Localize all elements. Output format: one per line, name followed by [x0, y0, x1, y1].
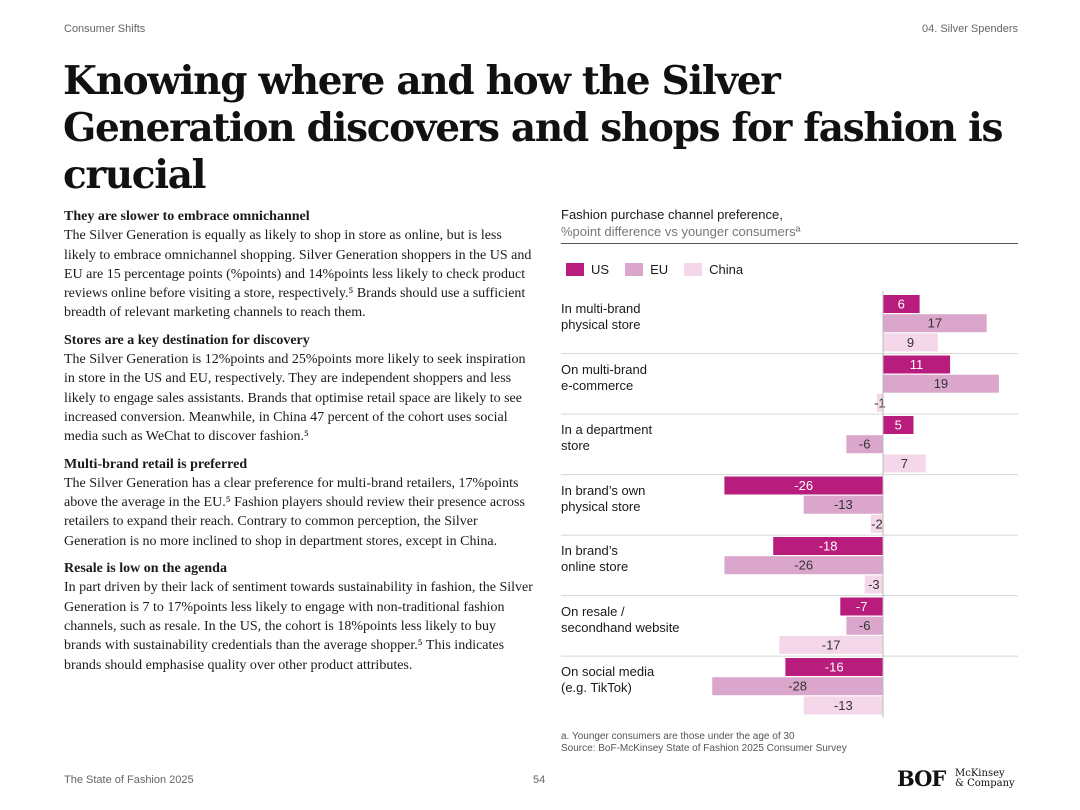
bar-china: [870, 514, 883, 533]
data-label-eu: -13: [834, 497, 853, 512]
data-label-china: -2: [871, 516, 883, 531]
data-label-us: 5: [895, 418, 902, 433]
legend-item-us: US: [566, 262, 609, 277]
data-label-us: -18: [819, 539, 838, 554]
legend-swatch-eu: [625, 263, 644, 276]
data-label-eu: -6: [859, 437, 871, 452]
data-label-china: -1: [874, 395, 886, 410]
bar-eu: [712, 677, 883, 696]
section-multibrand: Multi-brand retail is preferred The Silv…: [64, 455, 534, 551]
category-label: In brand’s online store: [561, 543, 629, 574]
bar-us: [883, 355, 951, 374]
bar-us: [724, 476, 883, 495]
bar-us: [883, 295, 920, 313]
chart-title-block: Fashion purchase channel preference, %po…: [561, 206, 800, 240]
bar-eu: [803, 495, 883, 514]
data-label-us: 11: [910, 357, 924, 372]
bar-eu: [846, 435, 883, 454]
section-heading: They are slower to embrace omnichannel: [64, 209, 310, 224]
section-heading: Multi-brand retail is preferred: [64, 456, 248, 472]
data-label-us: -7: [856, 599, 868, 614]
data-label-us: -16: [825, 660, 844, 675]
bar-eu: [846, 616, 883, 635]
category-label: In brand’s own physical store: [561, 482, 646, 514]
page-title: Knowing where and how the Silver Generat…: [63, 58, 1003, 198]
bar-china: [876, 393, 883, 412]
bar-us: [840, 597, 883, 616]
section-omnichannel: They are slower to embrace omnichannel T…: [64, 207, 534, 323]
footnote-note: a. Younger consumers are those under the…: [561, 731, 795, 742]
section-heading: Stores are a key destination for discove…: [64, 332, 310, 348]
legend-label-china: China: [709, 262, 744, 277]
data-label-china: -13: [834, 698, 853, 713]
section-body: The Silver Generation has a clear prefer…: [64, 475, 525, 549]
bar-china: [779, 635, 883, 654]
data-label-eu: 19: [934, 376, 948, 391]
data-label-eu: -26: [794, 558, 813, 573]
chart-title: Fashion purchase channel preference,: [561, 207, 783, 222]
data-label-eu: -6: [859, 618, 871, 633]
data-label-us: -26: [794, 478, 813, 493]
data-label-us: 6: [898, 297, 905, 312]
chart-divider: [561, 243, 1018, 244]
data-label-china: 7: [901, 456, 908, 471]
bar-eu: [883, 314, 987, 333]
page-number: 54: [533, 774, 546, 786]
legend-item-eu: EU: [625, 262, 668, 277]
data-label-china: -3: [868, 577, 880, 592]
legend-swatch-us: [566, 263, 584, 276]
bar-us: [785, 658, 883, 676]
bar-us: [883, 416, 914, 434]
data-label-eu: 17: [928, 316, 942, 331]
bar-china: [883, 454, 926, 473]
chart-footnote: a. Younger consumers are those under the…: [561, 731, 847, 755]
legend-item-china: China: [684, 262, 743, 277]
category-label: On multi-brand e-commerce: [561, 361, 647, 393]
legend-label-eu: EU: [650, 262, 669, 277]
section-body: The Silver Generation is equally as like…: [64, 228, 532, 321]
bar-us: [773, 537, 883, 555]
bar-china: [803, 696, 883, 715]
section-resale: Resale is low on the agenda In part driv…: [64, 559, 534, 675]
section-stores: Stores are a key destination for discove…: [64, 331, 534, 447]
bar-china: [883, 333, 938, 352]
chart-subtitle: %point difference vs younger consumersª: [561, 224, 801, 239]
category-label: On resale / secondhand website: [561, 603, 680, 635]
bar-eu: [724, 556, 883, 575]
data-label-eu: -28: [788, 679, 807, 694]
data-label-china: 9: [907, 335, 914, 350]
mckinsey-logo: McKinsey & Company: [955, 768, 1015, 789]
category-label: In a department store: [561, 422, 653, 453]
footnote-source: Source: BoF-McKinsey State of Fashion 20…: [561, 743, 847, 754]
legend-swatch-china: [684, 263, 703, 276]
data-label-china: -17: [822, 637, 841, 652]
footer-publication: The State of Fashion 2025: [64, 774, 194, 786]
bar-eu: [883, 374, 999, 393]
section-body: The Silver Generation is 12%points and 2…: [64, 352, 526, 445]
category-label: On social media (e.g. TikTok): [561, 664, 655, 695]
header-chapter-label: 04. Silver Spenders: [922, 23, 1018, 35]
bar-china: [864, 575, 883, 594]
legend-label-us: US: [591, 262, 610, 277]
bof-logo: BOF: [897, 766, 946, 791]
category-label: In multi-brand physical store: [561, 301, 641, 332]
section-body: In part driven by their lack of sentimen…: [64, 580, 533, 673]
chart-legend: US EU China: [566, 262, 759, 277]
header-section-label: Consumer Shifts: [64, 23, 146, 35]
section-heading: Resale is low on the agenda: [64, 561, 227, 577]
body-text: They are slower to embrace omnichannel T…: [64, 207, 534, 683]
